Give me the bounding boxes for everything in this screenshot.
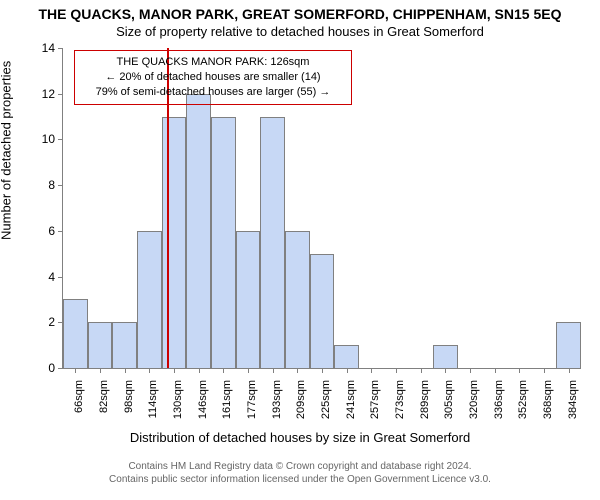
x-axis-label: Distribution of detached houses by size … xyxy=(0,430,600,445)
x-tick xyxy=(273,368,274,373)
chart-title-line2: Size of property relative to detached ho… xyxy=(0,24,600,39)
x-tick-label: 352sqm xyxy=(517,380,529,419)
x-tick xyxy=(421,368,422,373)
histogram-bar xyxy=(211,117,236,368)
x-tick-label: 336sqm xyxy=(493,380,505,419)
x-tick-label: 384sqm xyxy=(567,380,579,419)
x-tick xyxy=(100,368,101,373)
annotation-line: THE QUACKS MANOR PARK: 126sqm xyxy=(81,55,345,70)
x-tick xyxy=(495,368,496,373)
footer-line-1: Contains HM Land Registry data © Crown c… xyxy=(0,460,600,473)
x-tick-label: 66sqm xyxy=(73,380,85,413)
x-tick xyxy=(396,368,397,373)
x-tick-label: 320sqm xyxy=(468,380,480,419)
x-tick-label: 273sqm xyxy=(394,380,406,419)
chart-title-line1: THE QUACKS, MANOR PARK, GREAT SOMERFORD,… xyxy=(0,6,600,22)
y-axis-label: Number of detached properties xyxy=(0,61,14,240)
footer-line-2: Contains public sector information licen… xyxy=(0,473,600,486)
x-tick-label: 241sqm xyxy=(345,380,357,419)
x-tick xyxy=(470,368,471,373)
x-tick xyxy=(371,368,372,373)
chart-footer: Contains HM Land Registry data © Crown c… xyxy=(0,460,600,486)
y-tick xyxy=(58,277,63,278)
x-tick xyxy=(199,368,200,373)
x-tick xyxy=(519,368,520,373)
x-tick-label: 289sqm xyxy=(419,380,431,419)
y-tick-label: 14 xyxy=(42,41,55,55)
annotation-box: THE QUACKS MANOR PARK: 126sqm← 20% of de… xyxy=(74,50,352,105)
histogram-bar xyxy=(285,231,310,368)
x-tick xyxy=(322,368,323,373)
y-tick xyxy=(58,48,63,49)
y-tick xyxy=(58,185,63,186)
histogram-bar xyxy=(186,94,211,368)
x-tick xyxy=(248,368,249,373)
y-tick xyxy=(58,231,63,232)
x-tick-label: 114sqm xyxy=(147,380,159,418)
y-tick-label: 4 xyxy=(48,270,55,284)
x-tick-label: 257sqm xyxy=(369,380,381,419)
x-tick xyxy=(297,368,298,373)
histogram-bar xyxy=(334,345,359,368)
x-tick-label: 209sqm xyxy=(295,380,307,419)
annotation-line: ← 20% of detached houses are smaller (14… xyxy=(81,70,345,85)
x-tick-label: 305sqm xyxy=(443,380,455,419)
histogram-bar xyxy=(236,231,261,368)
y-tick-label: 0 xyxy=(48,361,55,375)
x-tick xyxy=(223,368,224,373)
x-tick-label: 146sqm xyxy=(197,380,209,419)
histogram-bar xyxy=(260,117,285,368)
histogram-bar xyxy=(88,322,113,368)
y-tick xyxy=(58,94,63,95)
histogram-bar xyxy=(63,299,88,368)
histogram-bar xyxy=(137,231,162,368)
x-tick xyxy=(544,368,545,373)
x-tick xyxy=(569,368,570,373)
x-tick-label: 193sqm xyxy=(271,380,283,419)
x-tick-label: 368sqm xyxy=(542,380,554,419)
histogram-bar xyxy=(433,345,458,368)
histogram-bar xyxy=(310,254,335,368)
x-tick-label: 225sqm xyxy=(320,380,332,419)
x-tick-label: 161sqm xyxy=(221,380,233,419)
x-tick xyxy=(347,368,348,373)
histogram-bar xyxy=(112,322,137,368)
y-tick xyxy=(58,368,63,369)
histogram-bar xyxy=(556,322,581,368)
y-tick-label: 12 xyxy=(42,87,55,101)
y-tick-label: 10 xyxy=(42,132,55,146)
y-tick xyxy=(58,139,63,140)
x-tick-label: 82sqm xyxy=(98,380,110,413)
annotation-line: 79% of semi-detached houses are larger (… xyxy=(81,85,345,100)
x-tick xyxy=(174,368,175,373)
y-tick-label: 6 xyxy=(48,224,55,238)
x-tick xyxy=(445,368,446,373)
histogram-bar xyxy=(162,117,187,368)
y-tick-label: 2 xyxy=(48,315,55,329)
x-tick-label: 98sqm xyxy=(123,380,135,413)
x-tick-label: 130sqm xyxy=(172,380,184,419)
x-tick xyxy=(125,368,126,373)
x-tick-label: 177sqm xyxy=(246,380,258,419)
x-tick xyxy=(75,368,76,373)
x-tick xyxy=(149,368,150,373)
y-tick-label: 8 xyxy=(48,178,55,192)
